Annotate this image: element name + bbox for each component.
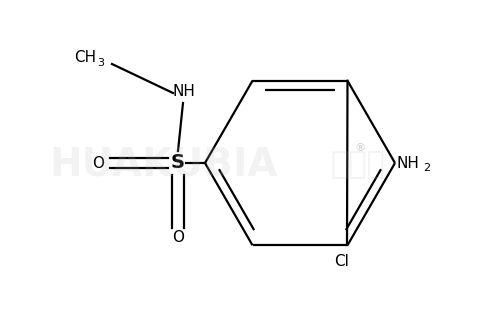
Text: CH: CH [74,50,96,64]
Text: NH: NH [173,84,196,100]
Text: Cl: Cl [334,253,349,269]
Text: HUAKUBIA: HUAKUBIA [50,145,278,183]
Text: O: O [172,230,184,246]
Text: NH: NH [397,155,420,171]
Text: O: O [92,155,104,171]
Text: S: S [171,154,185,173]
Text: 化学加: 化学加 [331,150,385,179]
Text: ®: ® [354,143,365,153]
Text: 3: 3 [97,58,104,68]
Text: 2: 2 [423,163,430,173]
